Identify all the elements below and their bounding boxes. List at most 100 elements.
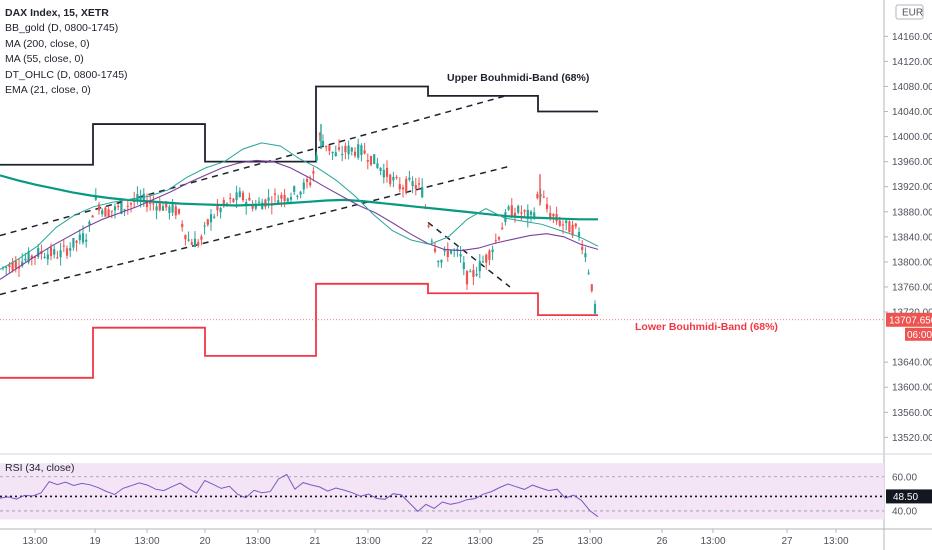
candle-body — [187, 239, 190, 241]
legend-item-bb-gold[interactable]: BB_gold (D, 0800-1745) — [5, 22, 119, 35]
candle-body — [584, 253, 587, 258]
candle-body — [206, 219, 209, 225]
candle-body — [366, 160, 369, 162]
time-tick-label: 13:00 — [823, 536, 848, 547]
candle-body — [117, 206, 120, 208]
time-tick-label: 21 — [309, 536, 321, 547]
candle-body — [27, 251, 30, 263]
candle-body — [37, 248, 40, 257]
last-price-value: 13707.650 — [889, 315, 932, 326]
candle-body — [161, 206, 165, 211]
candle-body — [24, 258, 27, 261]
candle-body — [526, 209, 529, 219]
candle-body — [123, 209, 126, 211]
rsi-value-tag — [886, 489, 932, 504]
candle-body — [520, 212, 523, 214]
candle-body — [85, 239, 88, 242]
candle-body — [462, 262, 465, 269]
legend-item-dt-ohlc[interactable]: DT_OHLC (D, 0800-1745) — [5, 68, 128, 81]
candle-body — [430, 240, 433, 242]
candle-body — [350, 147, 353, 152]
candle-body — [440, 260, 443, 263]
candle-body — [59, 250, 62, 258]
symbol-title[interactable]: DAX Index, 15, XETR — [5, 7, 109, 19]
candle-body — [280, 195, 283, 199]
time-tick-label: 20 — [199, 536, 211, 547]
price-tick-label: 14000.00 — [892, 132, 932, 143]
candle-body — [549, 212, 552, 219]
time-tick-label: 13:00 — [134, 536, 159, 547]
candle-body — [577, 232, 581, 237]
candle-body — [395, 177, 398, 179]
candle-body — [347, 145, 350, 155]
candle-body — [421, 186, 424, 198]
candle-body — [568, 221, 571, 233]
countdown-tag — [905, 327, 932, 341]
candle-body — [62, 245, 65, 247]
time-tick-label: 13:00 — [467, 536, 492, 547]
rsi-legend[interactable]: RSI (34, close) — [5, 462, 75, 474]
time-tick-label: 25 — [532, 536, 544, 547]
candle-body — [88, 221, 91, 225]
candle-body — [315, 155, 318, 161]
channel-lower-dashed — [0, 165, 509, 296]
candle-body — [5, 266, 8, 268]
candle-body — [437, 260, 440, 263]
candle-body — [491, 249, 494, 253]
candle-body — [8, 264, 11, 268]
candle-body — [158, 203, 161, 211]
time-tick-label: 13:00 — [577, 536, 602, 547]
price-tick-label: 14040.00 — [892, 107, 932, 118]
candle-body — [251, 204, 254, 209]
candle-body — [283, 194, 286, 202]
candle-body — [523, 210, 526, 212]
candle-body — [213, 216, 216, 218]
candle-body — [321, 140, 325, 146]
candle-body — [382, 169, 385, 178]
candle-body — [318, 133, 321, 136]
candle-body — [360, 145, 363, 156]
legend-item-ma200[interactable]: MA (200, close, 0) — [5, 37, 90, 50]
ema21-line — [0, 142, 599, 270]
candle-body — [286, 198, 289, 202]
price-tick-label: 13880.00 — [892, 207, 932, 218]
candle-body — [104, 207, 107, 217]
candle-body — [97, 204, 101, 211]
candle-body — [101, 210, 104, 215]
time-tick-label: 13:00 — [700, 536, 725, 547]
legend-item-ma55[interactable]: MA (55, close, 0) — [5, 53, 84, 66]
time-tick-label: 26 — [656, 536, 668, 547]
candle-body — [510, 205, 513, 218]
candle-body — [581, 246, 584, 250]
candle-body — [369, 155, 373, 165]
price-tick-label: 13640.00 — [892, 358, 932, 369]
candle-body — [43, 256, 46, 258]
candle-body — [299, 191, 302, 195]
candle-body — [459, 254, 462, 257]
candle-body — [590, 284, 593, 291]
legend-item-ema21[interactable]: EMA (21, close, 0) — [5, 84, 91, 97]
candle-body — [481, 261, 485, 263]
upper-bouhmidi-band-line — [0, 85, 598, 166]
candle-body — [145, 202, 149, 208]
candle-body — [485, 254, 488, 263]
indicator-legend: DAX Index, 15, XETR BB_gold (D, 0800-174… — [5, 6, 128, 98]
candle-body — [193, 238, 197, 247]
candle-body — [91, 215, 94, 218]
lower-bouhmidi-band-line — [0, 282, 598, 379]
candle-body — [373, 154, 376, 164]
candle-body — [136, 194, 139, 202]
candle-body — [219, 208, 222, 213]
candle-body — [81, 233, 85, 243]
candle-body — [30, 255, 33, 259]
candle-body — [427, 225, 430, 227]
rsi-tick-label: 60.00 — [892, 472, 917, 483]
price-tick-label: 13520.00 — [892, 433, 932, 444]
last-price-tag — [886, 312, 932, 327]
candle-body — [497, 237, 501, 240]
candle-body — [267, 197, 270, 201]
candle-body — [21, 261, 24, 267]
candle-body — [257, 201, 261, 203]
price-tick-label: 13800.00 — [892, 257, 932, 268]
